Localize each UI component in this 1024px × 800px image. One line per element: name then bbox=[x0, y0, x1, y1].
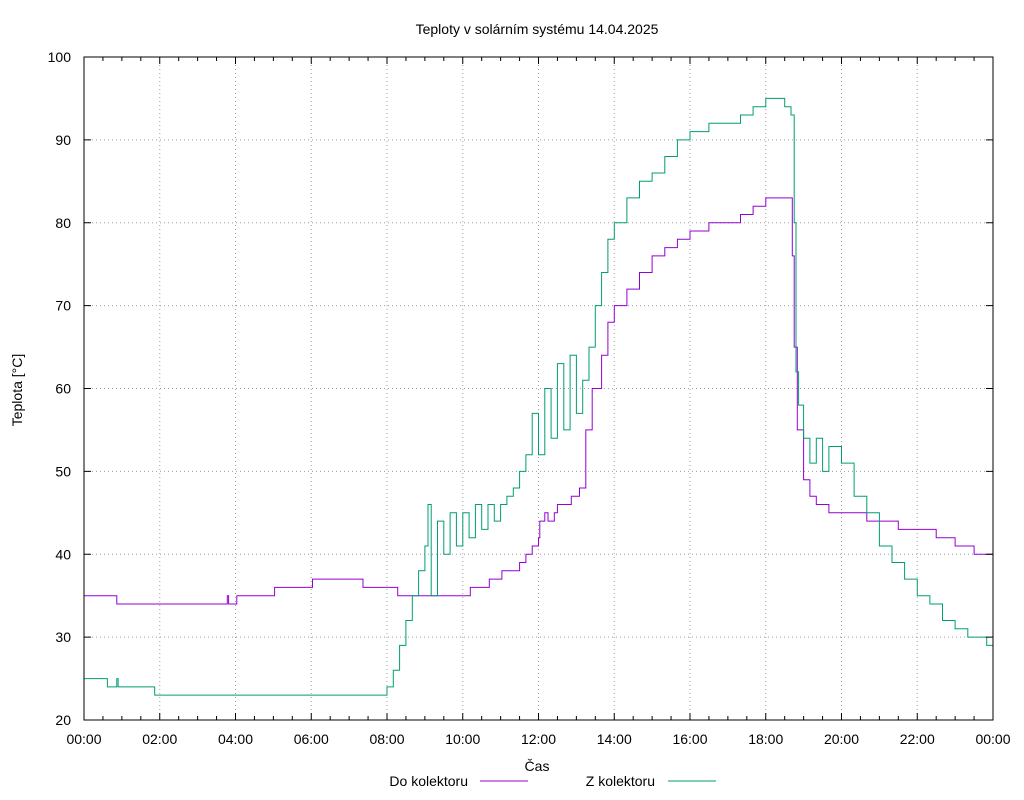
x-tick-label: 04:00 bbox=[218, 731, 253, 747]
y-tick-label: 40 bbox=[55, 546, 71, 562]
y-tick-label: 90 bbox=[55, 132, 71, 148]
series-layer bbox=[84, 97, 993, 696]
y-tick-label: 60 bbox=[55, 381, 71, 397]
x-tick-label: 14:00 bbox=[597, 731, 632, 747]
x-tick-label: 00:00 bbox=[66, 731, 101, 747]
x-tick-label: 12:00 bbox=[521, 731, 556, 747]
y-tick-label: 80 bbox=[55, 215, 71, 231]
y-tick-label: 30 bbox=[55, 629, 71, 645]
series-line-2 bbox=[84, 97, 993, 696]
y-tick-label: 20 bbox=[55, 712, 71, 728]
x-tick-label: 00:00 bbox=[975, 731, 1010, 747]
x-tick-label: 10:00 bbox=[445, 731, 480, 747]
x-axis-label: Čas bbox=[525, 758, 550, 774]
x-tick-label: 06:00 bbox=[294, 731, 329, 747]
x-tick-label: 22:00 bbox=[900, 731, 935, 747]
y-tick-label: 70 bbox=[55, 298, 71, 314]
y-tick-label: 100 bbox=[48, 49, 72, 65]
x-tick-label: 20:00 bbox=[824, 731, 859, 747]
y-axis-label: Teplota [°C] bbox=[9, 354, 25, 427]
y-tick-label: 50 bbox=[55, 463, 71, 479]
ticks: 20 30 40 50 60 70 80 90 100 00:00 02:00 04:00 06:00 0… bbox=[48, 49, 1011, 747]
x-tick-label: 16:00 bbox=[672, 731, 707, 747]
legend-label: Do kolektoru bbox=[389, 773, 468, 789]
x-tick-label: 18:00 bbox=[748, 731, 783, 747]
legend: Do kolektoru Z kolektoru bbox=[389, 773, 716, 789]
legend-label: Z kolektoru bbox=[586, 773, 655, 789]
x-tick-label: 02:00 bbox=[142, 731, 177, 747]
chart-title: Teploty v solárním systému 14.04.2025 bbox=[416, 21, 659, 37]
grid bbox=[84, 57, 993, 720]
x-tick-label: 08:00 bbox=[369, 731, 404, 747]
series-line-1 bbox=[84, 197, 993, 605]
